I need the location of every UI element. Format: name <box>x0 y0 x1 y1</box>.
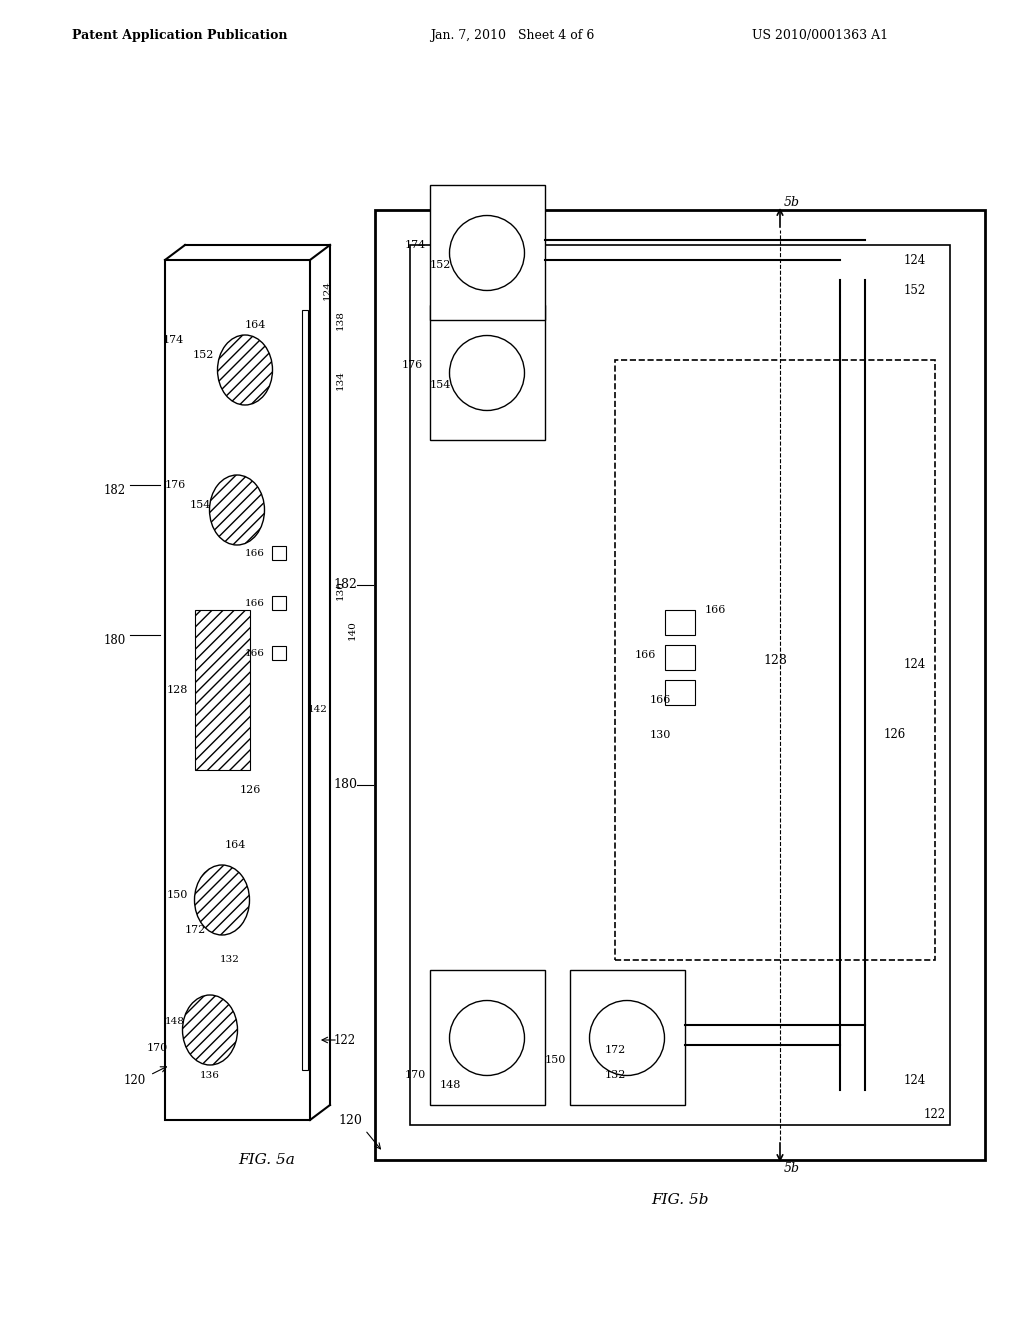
Ellipse shape <box>450 215 524 290</box>
Text: 128: 128 <box>763 653 786 667</box>
Bar <box>430 305 545 440</box>
Bar <box>665 610 695 635</box>
Text: 126: 126 <box>240 785 261 795</box>
Bar <box>165 260 310 1119</box>
Text: 176: 176 <box>401 360 423 370</box>
Text: 124: 124 <box>904 1073 926 1086</box>
Text: 130: 130 <box>649 730 671 741</box>
Text: 166: 166 <box>245 598 265 607</box>
Text: 120: 120 <box>338 1114 361 1126</box>
Text: 182: 182 <box>104 483 126 496</box>
Text: 150: 150 <box>166 890 187 900</box>
Text: 164: 164 <box>224 840 246 850</box>
Text: 182: 182 <box>333 578 357 591</box>
Text: 154: 154 <box>189 500 211 510</box>
Text: 152: 152 <box>193 350 214 360</box>
Bar <box>272 645 286 660</box>
Text: 134: 134 <box>336 370 344 389</box>
Text: 124: 124 <box>323 280 332 300</box>
Text: 164: 164 <box>245 319 265 330</box>
Text: 122: 122 <box>924 1109 946 1122</box>
Ellipse shape <box>590 1001 665 1076</box>
Text: US 2010/0001363 A1: US 2010/0001363 A1 <box>752 29 888 41</box>
Text: 130: 130 <box>336 579 344 599</box>
Text: 176: 176 <box>165 480 185 490</box>
Text: 5b: 5b <box>784 1162 800 1175</box>
Text: 136: 136 <box>200 1071 220 1080</box>
Text: Patent Application Publication: Patent Application Publication <box>73 29 288 41</box>
Text: 150: 150 <box>545 1055 565 1065</box>
Text: 142: 142 <box>308 705 328 714</box>
Text: 166: 166 <box>649 696 671 705</box>
Bar <box>430 970 545 1105</box>
Text: 174: 174 <box>163 335 183 345</box>
Text: 154: 154 <box>429 380 451 389</box>
Text: 120: 120 <box>124 1073 146 1086</box>
Ellipse shape <box>450 1001 524 1076</box>
Bar <box>410 246 950 1125</box>
Text: 148: 148 <box>439 1080 461 1090</box>
Text: 180: 180 <box>103 634 126 647</box>
Text: FIG. 5a: FIG. 5a <box>239 1152 296 1167</box>
Bar <box>570 970 685 1105</box>
Text: 124: 124 <box>904 659 926 672</box>
Bar <box>302 310 308 1071</box>
Text: 180: 180 <box>333 779 357 792</box>
Text: 172: 172 <box>184 925 206 935</box>
Text: 170: 170 <box>404 1071 426 1080</box>
Text: 152: 152 <box>904 284 926 297</box>
Bar <box>272 597 286 610</box>
Text: 128: 128 <box>166 685 187 696</box>
Text: 172: 172 <box>604 1045 626 1055</box>
Text: 166: 166 <box>245 549 265 557</box>
Bar <box>665 680 695 705</box>
Text: Jan. 7, 2010   Sheet 4 of 6: Jan. 7, 2010 Sheet 4 of 6 <box>430 29 594 41</box>
Bar <box>615 360 935 960</box>
Bar <box>375 210 985 1160</box>
Text: 132: 132 <box>604 1071 626 1080</box>
Bar <box>272 546 286 560</box>
Text: 152: 152 <box>429 260 451 271</box>
Text: 5b: 5b <box>784 195 800 209</box>
Text: 170: 170 <box>146 1043 168 1053</box>
Text: 126: 126 <box>884 729 906 742</box>
Text: FIG. 5b: FIG. 5b <box>651 1193 709 1206</box>
Ellipse shape <box>450 335 524 411</box>
Bar <box>430 185 545 319</box>
Text: 166: 166 <box>245 648 265 657</box>
Bar <box>195 610 250 770</box>
Text: 140: 140 <box>347 620 356 640</box>
Text: 166: 166 <box>634 649 655 660</box>
Text: 174: 174 <box>404 240 426 249</box>
Bar <box>665 645 695 671</box>
Text: 166: 166 <box>705 605 726 615</box>
Text: 132: 132 <box>220 956 240 965</box>
Text: 122: 122 <box>334 1034 356 1047</box>
Text: 124: 124 <box>904 253 926 267</box>
Text: 148: 148 <box>165 1018 185 1027</box>
Text: 138: 138 <box>336 310 344 330</box>
